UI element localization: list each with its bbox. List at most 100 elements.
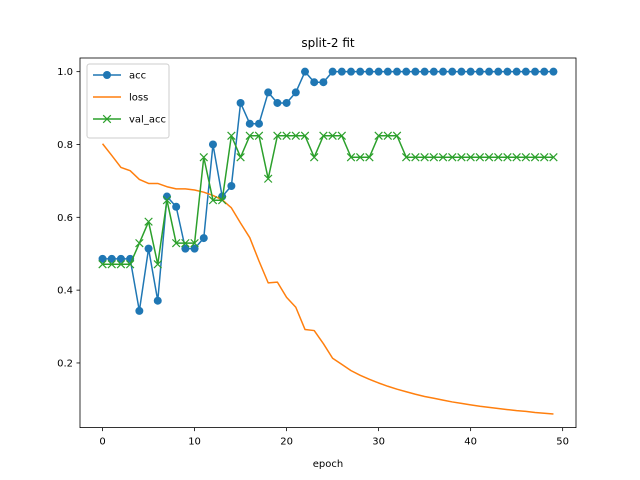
data-point: [181, 238, 190, 248]
x-axis-label: epoch: [313, 459, 343, 470]
y-tick-label: 1.0: [57, 67, 73, 78]
data-point: [512, 153, 521, 162]
y-tick-label: 0.6: [57, 213, 73, 224]
x-tick-label: 30: [372, 437, 385, 448]
data-point: [217, 195, 227, 205]
data-point: [172, 202, 181, 211]
data-point: [355, 153, 365, 162]
data-point: [420, 153, 429, 162]
data-point: [356, 67, 365, 76]
data-point: [457, 67, 466, 76]
data-point: [365, 67, 374, 76]
data-point: [291, 88, 300, 97]
series-val-acc: [98, 131, 558, 269]
data-point: [199, 153, 208, 162]
data-point: [282, 98, 291, 107]
data-point: [245, 131, 255, 140]
data-point: [227, 131, 236, 140]
data-point: [181, 244, 190, 253]
y-tick-label: 0.4: [57, 286, 73, 297]
data-point: [521, 67, 530, 76]
legend-item-loss: loss: [93, 93, 148, 104]
data-point: [503, 67, 512, 76]
data-point: [549, 153, 558, 162]
data-point: [512, 67, 521, 76]
data-point: [531, 67, 540, 76]
data-point: [282, 131, 291, 140]
data-point: [485, 67, 494, 76]
data-point: [116, 254, 125, 263]
data-point: [107, 260, 116, 269]
data-point: [530, 153, 540, 162]
data-point: [264, 88, 273, 97]
data-point: [98, 254, 107, 263]
data-point: [411, 153, 420, 162]
data-point: [153, 260, 162, 269]
data-point: [171, 238, 181, 248]
data-point: [439, 67, 448, 76]
data-point: [393, 67, 402, 76]
data-point: [429, 153, 439, 162]
data-point: [162, 195, 172, 205]
data-point: [116, 260, 126, 269]
data-point: [475, 153, 485, 162]
data-point: [135, 238, 144, 248]
data-point: [448, 67, 457, 76]
legend-marker: [102, 114, 112, 124]
data-point: [475, 67, 484, 76]
data-point: [457, 153, 466, 162]
series-line-val-acc: [102, 134, 554, 266]
data-point: [273, 98, 282, 107]
data-point: [346, 153, 356, 162]
data-point: [291, 131, 301, 140]
data-point: [199, 234, 208, 243]
data-point: [540, 153, 549, 162]
data-point: [374, 67, 383, 76]
data-point: [503, 153, 512, 162]
data-point: [236, 98, 245, 107]
data-point: [98, 260, 107, 269]
legend-marker: [103, 71, 111, 79]
data-point: [263, 174, 273, 183]
legend-label: acc: [129, 71, 146, 82]
x-tick-label: 50: [556, 437, 569, 448]
ticks-layer: 0 10 20 30 40 50 0.2 0.4 0.6 0.8 1.0: [57, 67, 569, 447]
data-point: [208, 195, 218, 205]
data-point: [411, 67, 420, 76]
series-loss: [101, 143, 554, 415]
data-point: [448, 153, 457, 162]
data-point: [347, 67, 356, 76]
data-point: [153, 296, 162, 305]
data-point: [107, 254, 116, 263]
data-point: [309, 153, 319, 162]
plot-frame: [79, 57, 577, 429]
data-point: [383, 67, 392, 76]
x-tick-label: 0: [99, 437, 105, 448]
x-tick-label: 10: [188, 437, 201, 448]
legend-label: val_acc: [129, 115, 166, 126]
data-point: [144, 217, 153, 226]
data-point: [144, 244, 153, 253]
legend-item-acc: acc: [93, 71, 146, 82]
data-point: [392, 131, 402, 140]
data-point: [494, 67, 503, 76]
data-point: [273, 131, 282, 140]
x-tick-label: 40: [464, 437, 477, 448]
data-point: [429, 67, 438, 76]
data-point: [402, 67, 411, 76]
data-point: [484, 153, 494, 162]
data-point: [190, 238, 199, 248]
chart-title: split-2 fit: [301, 36, 355, 50]
series-layer: [98, 67, 558, 415]
data-point: [383, 131, 393, 140]
data-point: [125, 260, 135, 269]
data-point: [337, 67, 346, 76]
data-point: [254, 131, 264, 140]
data-point: [227, 181, 236, 190]
series-acc: [98, 67, 558, 315]
legend-item-val-acc: val_acc: [93, 115, 166, 126]
data-point: [466, 153, 475, 162]
data-point: [236, 153, 245, 162]
legend: acc loss val_acc: [86, 63, 170, 139]
y-tick-label: 0.8: [57, 140, 73, 151]
